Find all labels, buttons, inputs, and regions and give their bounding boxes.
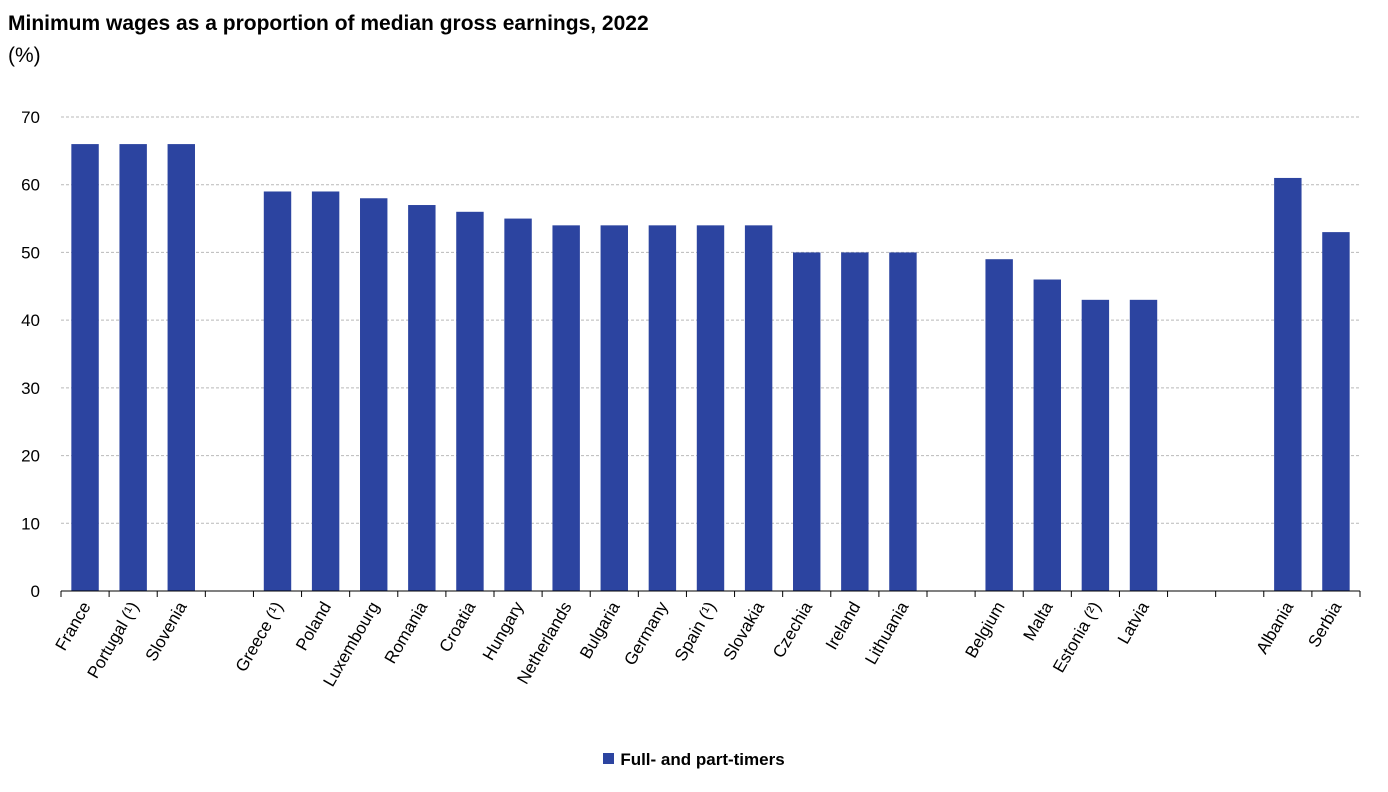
bar bbox=[263, 191, 292, 591]
bar bbox=[311, 191, 340, 591]
bar bbox=[600, 225, 628, 592]
legend-swatch bbox=[603, 753, 615, 764]
x-tick-label: Estonia (²) bbox=[1049, 599, 1105, 676]
y-tick-label: 40 bbox=[21, 311, 40, 330]
bar bbox=[552, 225, 580, 592]
y-tick-label: 30 bbox=[21, 379, 40, 398]
x-tick-label: Serbia bbox=[1304, 598, 1345, 651]
bar bbox=[408, 205, 436, 591]
x-tick-label: Slovakia bbox=[719, 598, 768, 664]
bar bbox=[841, 252, 869, 591]
x-tick-label: Czechia bbox=[769, 598, 816, 661]
y-tick-label: 60 bbox=[21, 176, 40, 195]
x-tick-label: Malta bbox=[1019, 598, 1057, 644]
chart-subtitle: (%) bbox=[8, 44, 41, 67]
bar bbox=[1274, 177, 1302, 591]
bar bbox=[696, 225, 725, 592]
bar bbox=[71, 144, 99, 592]
bar bbox=[119, 144, 147, 592]
bar bbox=[1033, 279, 1061, 591]
x-tick-label: Lithuania bbox=[861, 598, 912, 668]
x-tick-label: Greece (¹) bbox=[232, 599, 287, 676]
bar bbox=[889, 252, 917, 591]
bar bbox=[985, 259, 1013, 591]
y-tick-label: 20 bbox=[21, 447, 40, 466]
x-tick-label: Belgium bbox=[961, 599, 1008, 662]
bar bbox=[504, 218, 532, 592]
y-tick-label: 0 bbox=[31, 582, 40, 601]
bar bbox=[167, 144, 195, 592]
x-tick-label: Ireland bbox=[822, 599, 864, 654]
chart-title: Minimum wages as a proportion of median … bbox=[8, 12, 649, 35]
x-tick-label: Croatia bbox=[436, 598, 480, 655]
x-tick-label: Spain (¹) bbox=[671, 599, 720, 665]
y-tick-label: 70 bbox=[21, 108, 40, 127]
bar bbox=[1129, 299, 1158, 591]
x-tick-label: Germany bbox=[620, 598, 672, 668]
bar bbox=[456, 211, 484, 592]
bar bbox=[360, 198, 388, 591]
x-tick-label: Bulgaria bbox=[576, 598, 624, 662]
x-tick-label: Romania bbox=[381, 598, 432, 667]
y-tick-label: 50 bbox=[21, 243, 40, 262]
bar bbox=[793, 252, 821, 591]
x-tick-label: Albania bbox=[1252, 598, 1297, 657]
x-tick-label: France bbox=[52, 599, 95, 654]
x-tick-label: Latvia bbox=[1114, 598, 1153, 647]
y-tick-label: 10 bbox=[21, 514, 40, 533]
bar bbox=[648, 225, 677, 592]
x-tick-label: Poland bbox=[292, 599, 335, 654]
x-tick-label: Slovenia bbox=[142, 598, 191, 664]
bar bbox=[1081, 299, 1110, 591]
bar bbox=[1322, 232, 1350, 591]
legend: Full- and part-timers bbox=[0, 750, 1388, 770]
legend-label: Full- and part-timers bbox=[620, 750, 785, 769]
x-tick-label: Hungary bbox=[479, 598, 528, 664]
bar bbox=[744, 225, 773, 592]
